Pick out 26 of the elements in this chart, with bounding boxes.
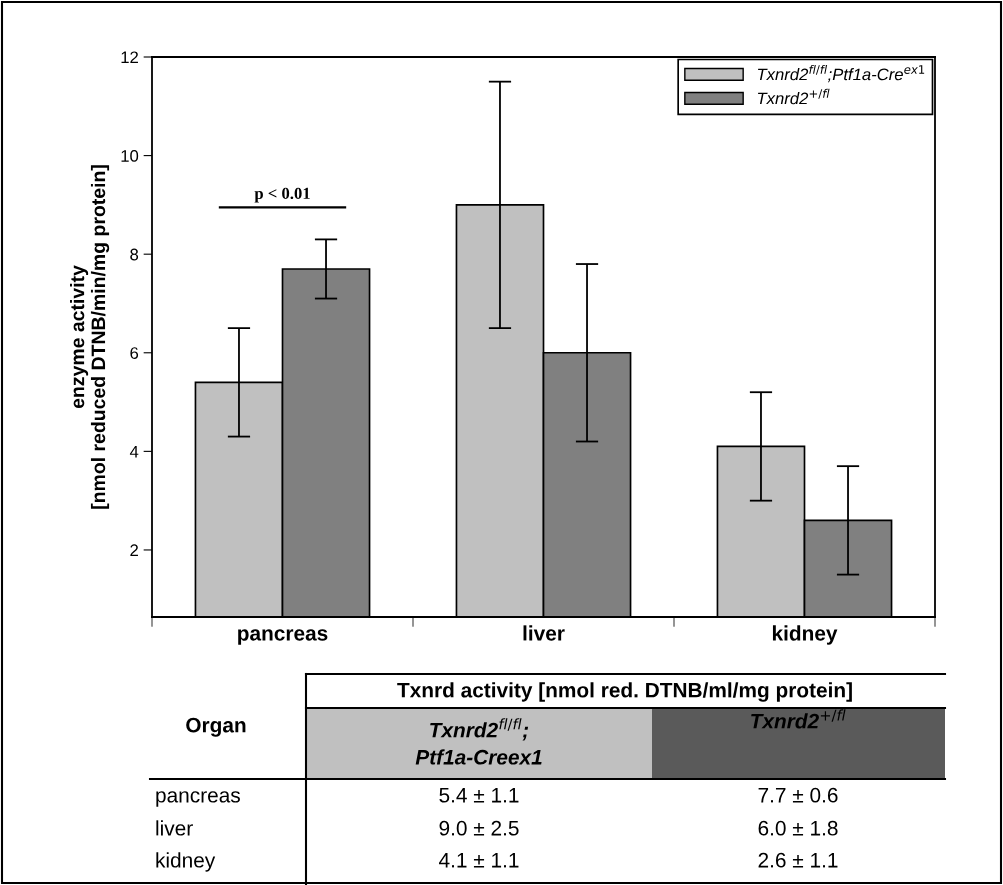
y-tick-label: 12 (121, 51, 138, 64)
text: 2.6 ± 1.1 (758, 852, 838, 868)
x-tick-label: liver (523, 625, 565, 641)
category-label: pancreas (156, 791, 240, 807)
y-tick-label: 2 (130, 544, 138, 556)
category-label: kidney (156, 852, 216, 872)
text: 4.1 ± 1.1 (439, 853, 519, 868)
y-tick-label: 10 (121, 149, 139, 162)
text: Txnrd activity [nmol red. DTNB/ml/mg protein] (397, 682, 852, 702)
y-tick-label: 6 (130, 347, 139, 359)
text: 7.7 ± 0.6 (758, 787, 838, 803)
text: 6.0 ± 1.8 (758, 820, 838, 836)
x-tick-label: pancreas (238, 629, 328, 645)
text: Organ (186, 717, 246, 737)
x-tick-label: kidney (772, 625, 838, 645)
y-axis-title: enzyme activity [nmol reduced DTNB/min/mg protein] (70, 165, 110, 509)
y-tick-label: 4 (129, 445, 139, 458)
legend-label: Txnrd2$^{fl/fl}$;Ptf1a-Cre$^{ex1}$ (758, 64, 925, 83)
category-label: liver (156, 820, 193, 836)
y-tick-label: 8 (130, 248, 139, 261)
annotation: p < 0.01 (254, 187, 310, 203)
text: 9.0 ± 2.5 (439, 820, 519, 836)
legend-label: Txnrd2$^{+/fl}$ (758, 88, 830, 105)
text: Txnrd2$^{fl/fl}$; Ptf1a-Creex1 (415, 718, 542, 765)
text: Txnrd2$^{+/fl}$ (751, 709, 846, 729)
text: 5.4 ± 1.1 (439, 788, 519, 803)
